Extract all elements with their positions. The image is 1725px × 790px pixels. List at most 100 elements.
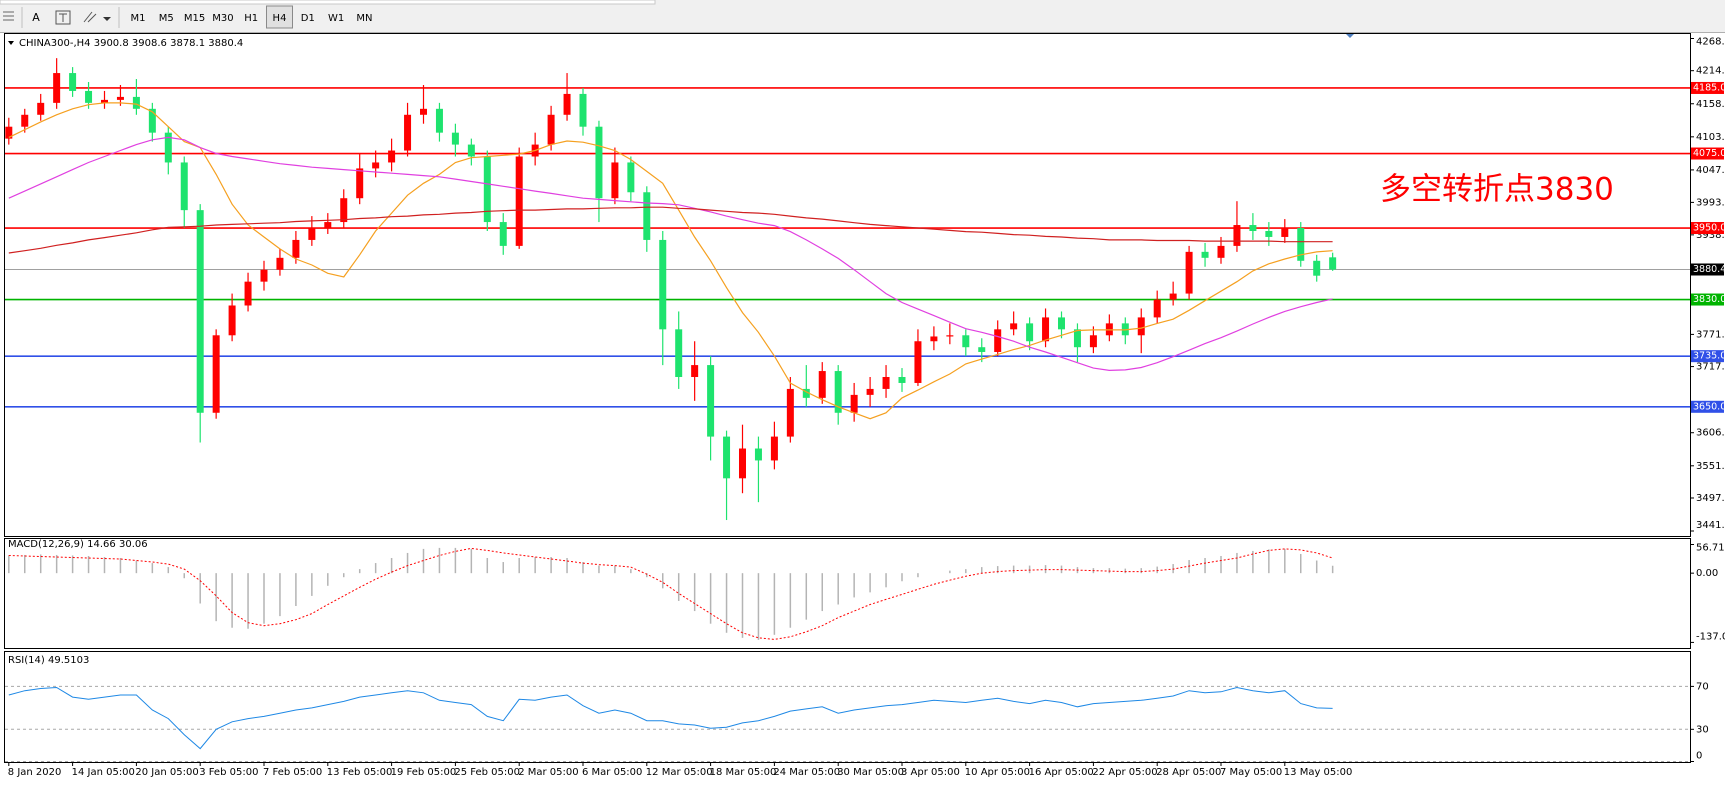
timeframe-button[interactable]: M30	[212, 13, 233, 24]
timeframe-button[interactable]: M5	[159, 13, 174, 24]
y-tick-label: 4268.0	[1696, 37, 1725, 48]
y-tick-label: 0.00	[1696, 568, 1718, 579]
candle-body	[1073, 329, 1081, 348]
candle-body	[483, 156, 491, 223]
candle-body	[659, 239, 667, 330]
candle-body	[627, 162, 635, 193]
candle-body	[1042, 317, 1050, 342]
candle-body	[276, 257, 284, 270]
candle-body	[898, 377, 906, 383]
candle-body	[786, 388, 794, 437]
candle-body	[1201, 251, 1209, 258]
dropdown-arrow[interactable]	[103, 17, 111, 21]
y-tick-label: 0	[1696, 751, 1702, 762]
moving-average	[8, 206, 1333, 254]
candle-body	[1249, 225, 1257, 231]
active-button[interactable]	[266, 5, 293, 29]
candle-body	[101, 99, 108, 103]
symbol: CHINA300-,H4	[19, 38, 91, 49]
level-label-box	[1691, 147, 1724, 160]
candle-body	[196, 210, 204, 413]
candle-body	[611, 162, 619, 199]
toolbar-strip	[0, 0, 656, 5]
candle-body	[595, 126, 603, 199]
y-tick-label: 4103.0	[1696, 132, 1725, 143]
ohlc-open: 3900.8	[94, 38, 129, 49]
candle-body	[930, 336, 938, 342]
level-label-box	[1691, 81, 1724, 94]
candle-body	[850, 394, 858, 413]
x-tick-label: 30 Mar 05:00	[837, 767, 904, 778]
candle-body	[914, 341, 922, 383]
timeframe-button[interactable]: W1	[328, 13, 344, 24]
chart-header: CHINA300-,H4 3900.8 3908.6 3878.1 3880.4	[19, 38, 243, 49]
timeframe-button[interactable]: M15	[184, 13, 205, 24]
timeframe-button[interactable]: H4	[273, 13, 287, 24]
candle-body	[148, 108, 156, 133]
x-tick-label: 13 May 05:00	[1284, 767, 1353, 778]
candle-body	[946, 335, 954, 337]
x-tick-label: 22 Apr 05:00	[1092, 767, 1157, 778]
candle-body	[1313, 260, 1321, 276]
candle-body	[292, 239, 300, 258]
candle-body	[116, 96, 124, 100]
candle-body	[707, 365, 715, 437]
x-tick-label: 8 Jan 2020	[8, 767, 62, 778]
indicator-title: RSI(14)	[8, 655, 45, 666]
x-tick-label: 28 Apr 05:00	[1156, 767, 1221, 778]
candle-body	[340, 198, 348, 223]
candle-body	[1217, 245, 1225, 258]
candle-body	[1010, 323, 1018, 330]
y-tick-label: 3551.0	[1696, 461, 1725, 472]
candle-body	[260, 269, 268, 282]
candle-body	[388, 150, 396, 163]
text-tool[interactable]: A	[32, 11, 40, 24]
x-tick-label: 24 Mar 05:00	[773, 767, 840, 778]
y-tick-label: 3497.0	[1696, 493, 1725, 504]
timeframe-button[interactable]: M1	[131, 13, 146, 24]
price-label: 3880.4	[1693, 264, 1725, 275]
candle-body	[563, 93, 571, 115]
candle-body	[404, 114, 412, 151]
candle-body	[37, 102, 45, 115]
x-tick-label: 12 Mar 05:00	[646, 767, 713, 778]
x-tick-label: 7 Feb 05:00	[263, 767, 322, 778]
signal-line	[8, 547, 1333, 640]
candle-body	[69, 73, 77, 91]
candle-body	[1058, 317, 1065, 330]
timeframe-button[interactable]: H1	[244, 13, 258, 24]
x-tick-label: 18 Mar 05:00	[710, 767, 777, 778]
x-tick-label: 10 Apr 05:00	[965, 767, 1030, 778]
timeframe-button[interactable]: D1	[301, 13, 315, 24]
level-label-box	[1691, 400, 1724, 413]
candle-body	[467, 144, 475, 157]
y-tick-label: 30	[1696, 724, 1709, 735]
y-tick-label: -137.01	[1696, 631, 1725, 642]
y-tick-label: 56.71	[1696, 543, 1725, 554]
x-tick-label: 25 Feb 05:00	[454, 767, 520, 778]
candle-body	[1233, 225, 1241, 246]
candle-body	[643, 192, 651, 240]
x-tick-label: 20 Jan 05:00	[135, 767, 198, 778]
grip-icon	[3, 11, 14, 21]
moving-average	[8, 102, 1333, 420]
timeframe-button[interactable]: MN	[356, 13, 372, 24]
candle-body	[675, 329, 683, 378]
candle-body	[244, 281, 252, 306]
candle-body	[420, 108, 427, 115]
candle-body	[53, 73, 61, 103]
x-tick-label: 7 May 05:00	[1220, 767, 1282, 778]
y-tick-label: 4158.5	[1696, 99, 1725, 110]
shapes-tool[interactable]	[83, 11, 97, 23]
collapse-arrow	[8, 41, 14, 45]
label-tool[interactable]	[55, 10, 71, 25]
x-tick-label: 2 Mar 05:00	[518, 767, 578, 778]
candle-body	[1281, 228, 1289, 237]
y-tick-label: 3993.0	[1696, 197, 1725, 208]
y-tick-label: 3606.5	[1696, 428, 1725, 439]
ohlc-close: 3880.4	[208, 38, 243, 49]
level-label-box	[1691, 222, 1724, 235]
candle-body	[164, 132, 172, 163]
candle-body	[372, 162, 380, 169]
